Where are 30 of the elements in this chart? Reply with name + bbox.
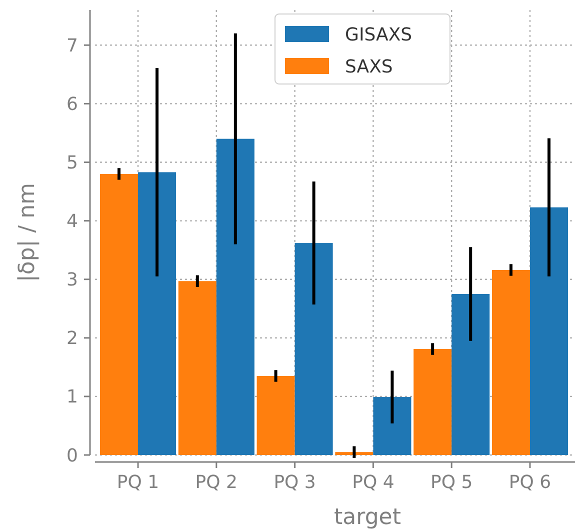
x-axis-title: target [334,505,402,529]
y-axis-title: |δp| / nm [15,182,40,282]
bar [335,452,374,455]
bar [100,174,138,455]
bar [256,376,295,455]
y-tick-label: 1 [66,386,78,408]
x-tick-label: PQ 5 [430,472,473,493]
legend-label: SAXS [345,56,393,78]
y-tick-label: 3 [66,270,78,291]
y-tick-label: 6 [66,94,78,115]
x-tick-label: PQ 6 [508,472,552,493]
y-tick-label: 7 [66,35,78,56]
x-tick-label: PQ 4 [352,472,394,493]
bar [178,281,216,455]
x-tick-label: PQ 2 [195,472,238,493]
bar [492,270,530,455]
bar [452,294,490,455]
bar [294,243,333,455]
bar [138,172,176,455]
y-tick-label: 0 [66,445,78,466]
x-tick-label: PQ 3 [274,472,316,493]
y-tick-label: 5 [66,152,78,174]
bar [373,397,412,455]
legend-label: GISAXS [345,24,412,46]
bar [414,349,452,455]
y-tick-label: 4 [66,211,78,232]
x-tick-label: PQ 1 [116,472,160,493]
bar [530,207,568,455]
bar [216,138,254,455]
y-tick-label: 2 [66,328,78,350]
